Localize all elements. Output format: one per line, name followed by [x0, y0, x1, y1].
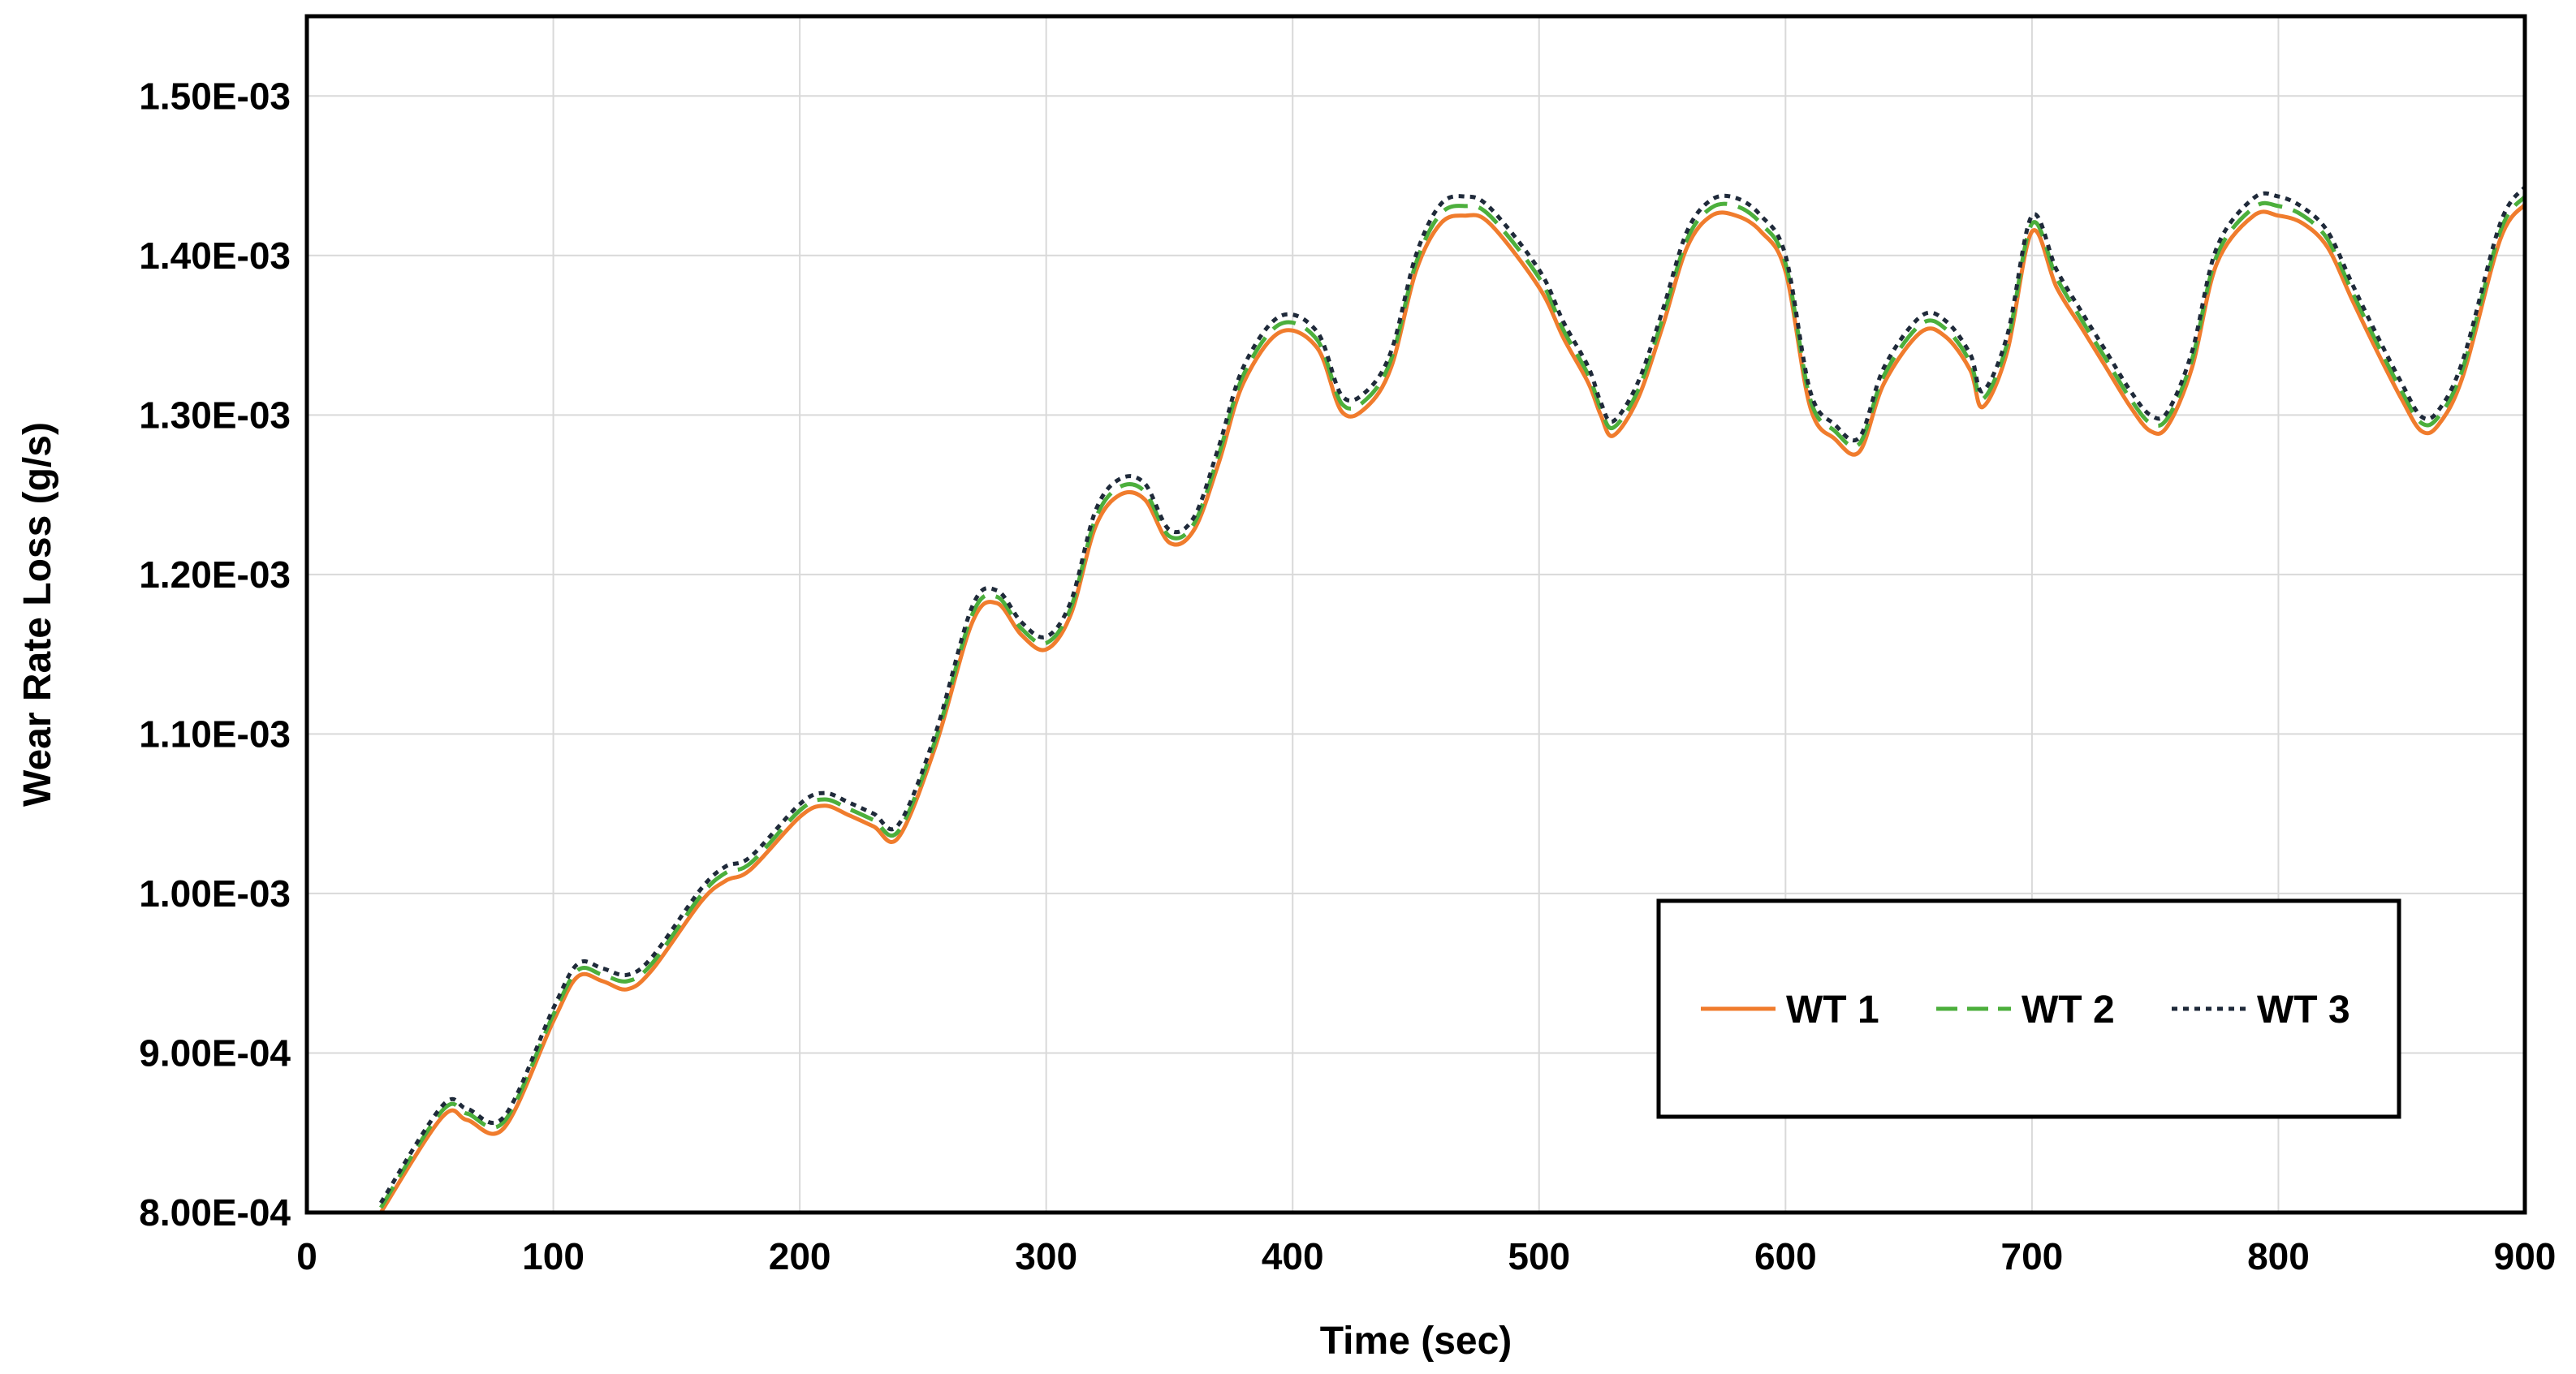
legend-label-wt-2: WT 2 [2022, 989, 2115, 1032]
y-tick-label: 1.30E-03 [139, 394, 291, 436]
legend-label-wt-1: WT 1 [1786, 989, 1879, 1032]
series-line-wt-1 [378, 203, 2527, 1214]
y-axis-ticks: 8.00E-04 9.00E-04 1.00E-03 1.10E-03 1.20E-03… [139, 75, 291, 1234]
x-tick-label: 400 [1262, 1235, 1324, 1277]
series-line-wt-2 [378, 195, 2527, 1209]
x-tick-label: 700 [2001, 1235, 2064, 1277]
y-tick-label: 1.40E-03 [139, 235, 291, 277]
x-tick-label: 500 [1508, 1235, 1570, 1277]
y-tick-label: 8.00E-04 [139, 1191, 291, 1234]
y-tick-label: 1.10E-03 [139, 713, 291, 755]
y-tick-label: 9.00E-04 [139, 1032, 291, 1074]
legend-label-wt-3: WT 3 [2257, 989, 2350, 1032]
x-tick-label: 900 [2494, 1235, 2557, 1277]
x-tick-label: 300 [1015, 1235, 1077, 1277]
series-layer [378, 185, 2527, 1214]
x-axis-title: Time (sec) [1320, 1320, 1512, 1363]
x-axis-ticks: 0 100 200 300 400 500 600 700 800 900 [296, 1235, 2556, 1277]
x-tick-label: 800 [2247, 1235, 2310, 1277]
x-tick-label: 200 [769, 1235, 831, 1277]
legend-box [1656, 898, 2401, 1119]
y-tick-label: 1.00E-03 [139, 872, 291, 915]
series-line-wt-3 [378, 185, 2527, 1204]
legend: WT 1 WT 2 WT 3 [1656, 898, 2401, 1119]
x-tick-label: 600 [1754, 1235, 1817, 1277]
plot-frame [304, 14, 2527, 1215]
x-tick-label: 0 [296, 1235, 317, 1277]
y-tick-label: 1.50E-03 [139, 75, 291, 117]
x-tick-label: 100 [522, 1235, 585, 1277]
y-axis-title: Wear Rate Loss (g/s) [16, 422, 59, 807]
y-tick-label: 1.20E-03 [139, 553, 291, 596]
